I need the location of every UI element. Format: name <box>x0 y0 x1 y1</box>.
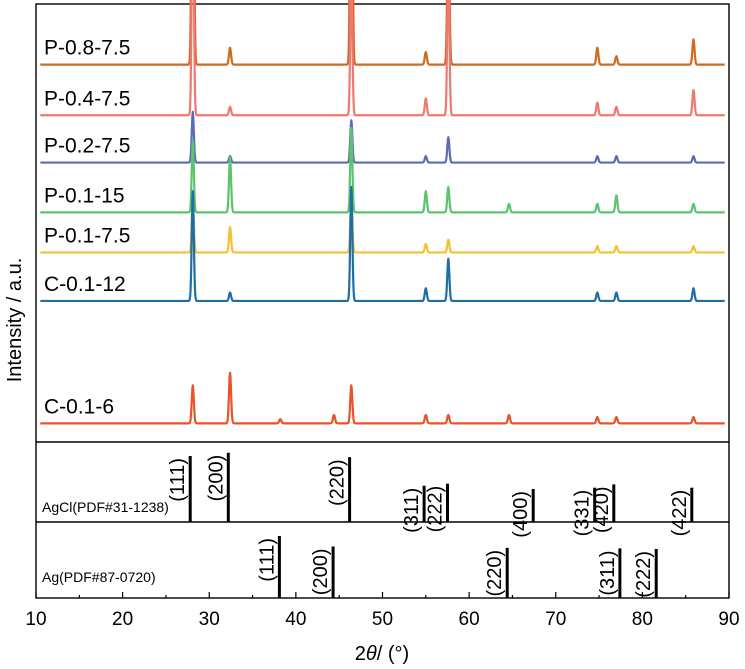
series-traces <box>39 0 726 425</box>
hkl-label: (111) <box>256 538 278 582</box>
y-axis-label: Intensity / a.u. <box>4 258 26 383</box>
x-tick-label: 90 <box>718 609 739 630</box>
x-tick-label: 80 <box>632 609 653 630</box>
reference-name-agcl: AgCl(PDF#31-1238) <box>42 499 169 515</box>
x-tick-label: 20 <box>112 609 133 630</box>
x-tick-label: 40 <box>285 609 306 630</box>
hkl-label: (331) <box>572 490 594 537</box>
hkl-label: (222) <box>425 486 447 533</box>
x-tick-label: 30 <box>199 609 220 630</box>
x-tick-label: 10 <box>25 609 46 630</box>
x-axis: 10 20 30 40 50 60 70 80 90 <box>25 592 740 630</box>
hkl-label: (200) <box>310 549 332 596</box>
hkl-label: (422) <box>669 490 691 537</box>
series-label-c-0.1-12: C-0.1-12 <box>44 273 126 296</box>
series-labels: P-0.8-7.5 P-0.4-7.5 P-0.2-7.5 P-0.1-15 P-0.1… <box>44 37 130 419</box>
series-label-p-0.1-7.5: P-0.1-7.5 <box>44 224 130 247</box>
x-tick-label: 60 <box>459 609 480 630</box>
trace-p-0.4-7.5 <box>39 0 726 117</box>
series-label-p-0.2-7.5: P-0.2-7.5 <box>44 135 130 158</box>
hkl-label: (311) <box>401 488 423 533</box>
hkl-label: (400) <box>510 491 532 538</box>
trace-p-0.1-7.5 <box>39 200 726 254</box>
hkl-label: (420) <box>591 486 613 533</box>
trace-p-0.8-7.5 <box>39 0 726 66</box>
hkl-label: (220) <box>327 459 349 506</box>
x-tick-label: 70 <box>545 609 566 630</box>
x-label-number: 2 <box>355 643 366 665</box>
series-label-p-0.1-15: P-0.1-15 <box>44 184 125 207</box>
x-label-unit: / (°) <box>377 643 409 665</box>
x-label-variable: θ <box>366 643 377 665</box>
x-axis-label: 2θ/ (°) <box>355 643 409 665</box>
series-label-p-0.4-7.5: P-0.4-7.5 <box>44 87 130 110</box>
x-tick-label: 50 <box>372 609 393 630</box>
trace-p-0.1-15 <box>39 126 726 214</box>
series-label-c-0.1-6: C-0.1-6 <box>44 395 114 418</box>
series-label-p-0.8-7.5: P-0.8-7.5 <box>44 37 130 60</box>
hkl-label: (222) <box>633 551 655 598</box>
trace-p-0.2-7.5 <box>39 110 726 164</box>
reference-name-ag: Ag(PDF#87-0720) <box>42 569 156 585</box>
hkl-label: (111) <box>167 458 189 502</box>
trace-c-0.1-6 <box>39 371 726 425</box>
trace-c-0.1-12 <box>39 185 726 303</box>
hkl-label: (220) <box>484 550 506 597</box>
hkl-label: (311) <box>597 550 619 595</box>
hkl-label: (200) <box>205 455 227 502</box>
reference-panels: AgCl(PDF#31-1238)(111) (200) (220)(311) (22… <box>42 452 694 598</box>
